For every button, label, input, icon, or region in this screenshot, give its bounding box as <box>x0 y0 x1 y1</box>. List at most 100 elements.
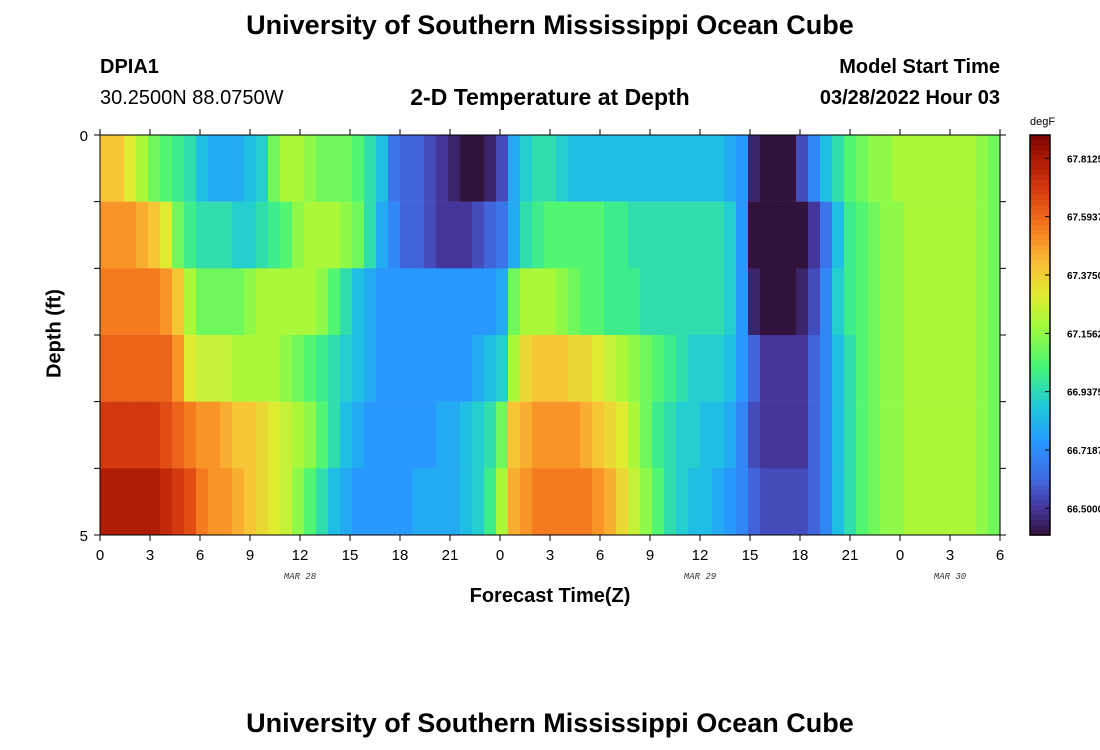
colorbar-segment <box>1030 215 1050 221</box>
heatmap-cell <box>772 201 785 269</box>
colorbar-segment <box>1030 480 1050 486</box>
heatmap-cell <box>700 335 713 402</box>
heatmap-cell <box>736 401 749 469</box>
heatmap-cell <box>868 268 881 336</box>
heatmap-cell <box>844 468 857 536</box>
colorbar-segment <box>1030 300 1050 306</box>
heatmap-cell <box>532 135 545 202</box>
colorbar-segment <box>1030 230 1050 236</box>
heatmap-cell <box>124 468 137 536</box>
heatmap-cell <box>568 201 581 269</box>
x-tick-label: 6 <box>996 547 1004 564</box>
heatmap-cell <box>976 401 989 469</box>
heatmap-cell <box>268 468 281 536</box>
heatmap-cell <box>604 401 617 469</box>
heatmap-cell <box>424 468 437 536</box>
heatmap-cell <box>556 468 569 536</box>
colorbar-segment <box>1030 490 1050 496</box>
heatmap-cell <box>880 335 893 402</box>
heatmap-cell <box>364 335 377 402</box>
heatmap-cell <box>388 268 401 336</box>
colorbar-tick-label: 66.5000 <box>1067 504 1100 515</box>
colorbar-segment <box>1030 525 1050 531</box>
heatmap-cell <box>220 401 233 469</box>
heatmap-cell <box>484 468 497 536</box>
heatmap-cell <box>760 201 773 269</box>
heatmap-cell <box>988 335 1001 402</box>
heatmap-cell <box>676 401 689 469</box>
heatmap-cell <box>484 401 497 469</box>
heatmap-cell <box>760 468 773 536</box>
heatmap-cell <box>808 335 821 402</box>
heatmap-cell <box>916 268 929 336</box>
heatmap-cell <box>652 135 665 202</box>
heatmap-cell <box>880 135 893 202</box>
colorbar-segment <box>1030 190 1050 196</box>
heatmap-cell <box>604 201 617 269</box>
heatmap-cell <box>592 401 605 469</box>
heatmap-cell <box>712 468 725 536</box>
heatmap-cell <box>964 401 977 469</box>
heatmap-cell <box>268 201 281 269</box>
heatmap-cell <box>436 268 449 336</box>
heatmap-cell <box>796 135 809 202</box>
heatmap-cell <box>760 401 773 469</box>
colorbar-segment <box>1030 200 1050 206</box>
heatmap-cell <box>628 401 641 469</box>
colorbar-segment <box>1030 440 1050 446</box>
date-label: MAR 29 <box>684 572 717 582</box>
heatmap-cell <box>268 135 281 202</box>
heatmap-cell <box>376 135 389 202</box>
heatmap-cell <box>772 468 785 536</box>
heatmap-cell <box>136 335 149 402</box>
colorbar-segment <box>1030 305 1050 311</box>
heatmap-cell <box>532 335 545 402</box>
heatmap-cell <box>976 335 989 402</box>
colorbar-segment <box>1030 210 1050 216</box>
heatmap-cell <box>232 135 245 202</box>
heatmap-cell <box>316 335 329 402</box>
heatmap-cell <box>904 268 917 336</box>
heatmap-cell <box>172 201 185 269</box>
heatmap-cell <box>364 401 377 469</box>
colorbar-segment <box>1030 325 1050 331</box>
heatmap-cell <box>520 268 533 336</box>
heatmap-cell <box>304 468 317 536</box>
heatmap-cell <box>988 401 1001 469</box>
heatmap-cell <box>616 335 629 402</box>
colorbar-segment <box>1030 155 1050 161</box>
heatmap-cell <box>340 335 353 402</box>
heatmap-cell <box>844 201 857 269</box>
heatmap-cell <box>940 201 953 269</box>
heatmap-cell <box>784 401 797 469</box>
heatmap-cell <box>928 468 941 536</box>
heatmap-cell <box>172 401 185 469</box>
heatmap-cell <box>988 268 1001 336</box>
heatmap-cell <box>232 268 245 336</box>
heatmap-cell <box>988 201 1001 269</box>
heatmap-cell <box>304 268 317 336</box>
heatmap-cell <box>904 135 917 202</box>
heatmap-cell <box>676 468 689 536</box>
heatmap-cell <box>232 401 245 469</box>
heatmap-cell <box>484 268 497 336</box>
heatmap-cell <box>160 335 173 402</box>
heatmap-cell <box>112 468 125 536</box>
x-tick-label: 3 <box>146 547 154 564</box>
heatmap-cell <box>712 268 725 336</box>
heatmap-cell <box>244 135 257 202</box>
heatmap-cell <box>112 268 125 336</box>
heatmap-cell <box>832 135 845 202</box>
heatmap-cell <box>616 468 629 536</box>
heatmap-cell <box>304 135 317 202</box>
heatmap-cell <box>340 468 353 536</box>
heatmap-cell <box>208 201 221 269</box>
heatmap-cell <box>400 201 413 269</box>
x-tick-label: 18 <box>792 547 809 564</box>
heatmap-cell <box>148 401 161 469</box>
heatmap-cell <box>856 335 869 402</box>
heatmap-cell <box>964 335 977 402</box>
colorbar-segment <box>1030 165 1050 171</box>
colorbar-frame <box>1029 134 1051 536</box>
heatmap-cell <box>700 135 713 202</box>
